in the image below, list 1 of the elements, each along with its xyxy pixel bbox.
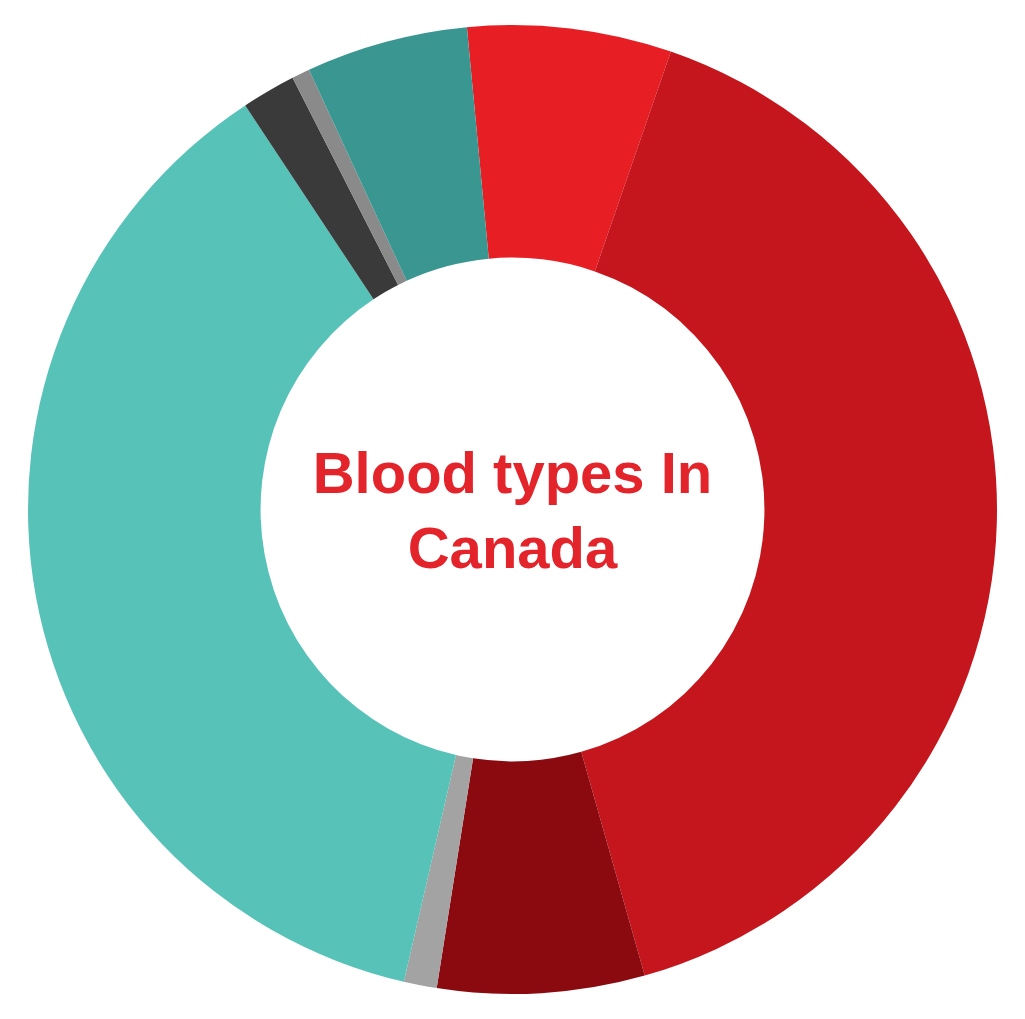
text: Blood types In Canada <box>312 438 713 582</box>
